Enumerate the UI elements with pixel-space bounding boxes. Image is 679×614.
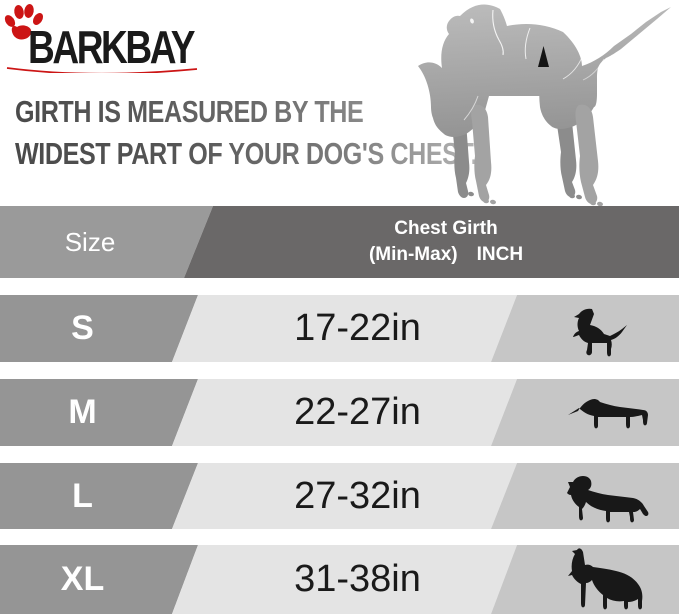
svg-text:BARKBAY: BARKBAY bbox=[28, 21, 195, 73]
